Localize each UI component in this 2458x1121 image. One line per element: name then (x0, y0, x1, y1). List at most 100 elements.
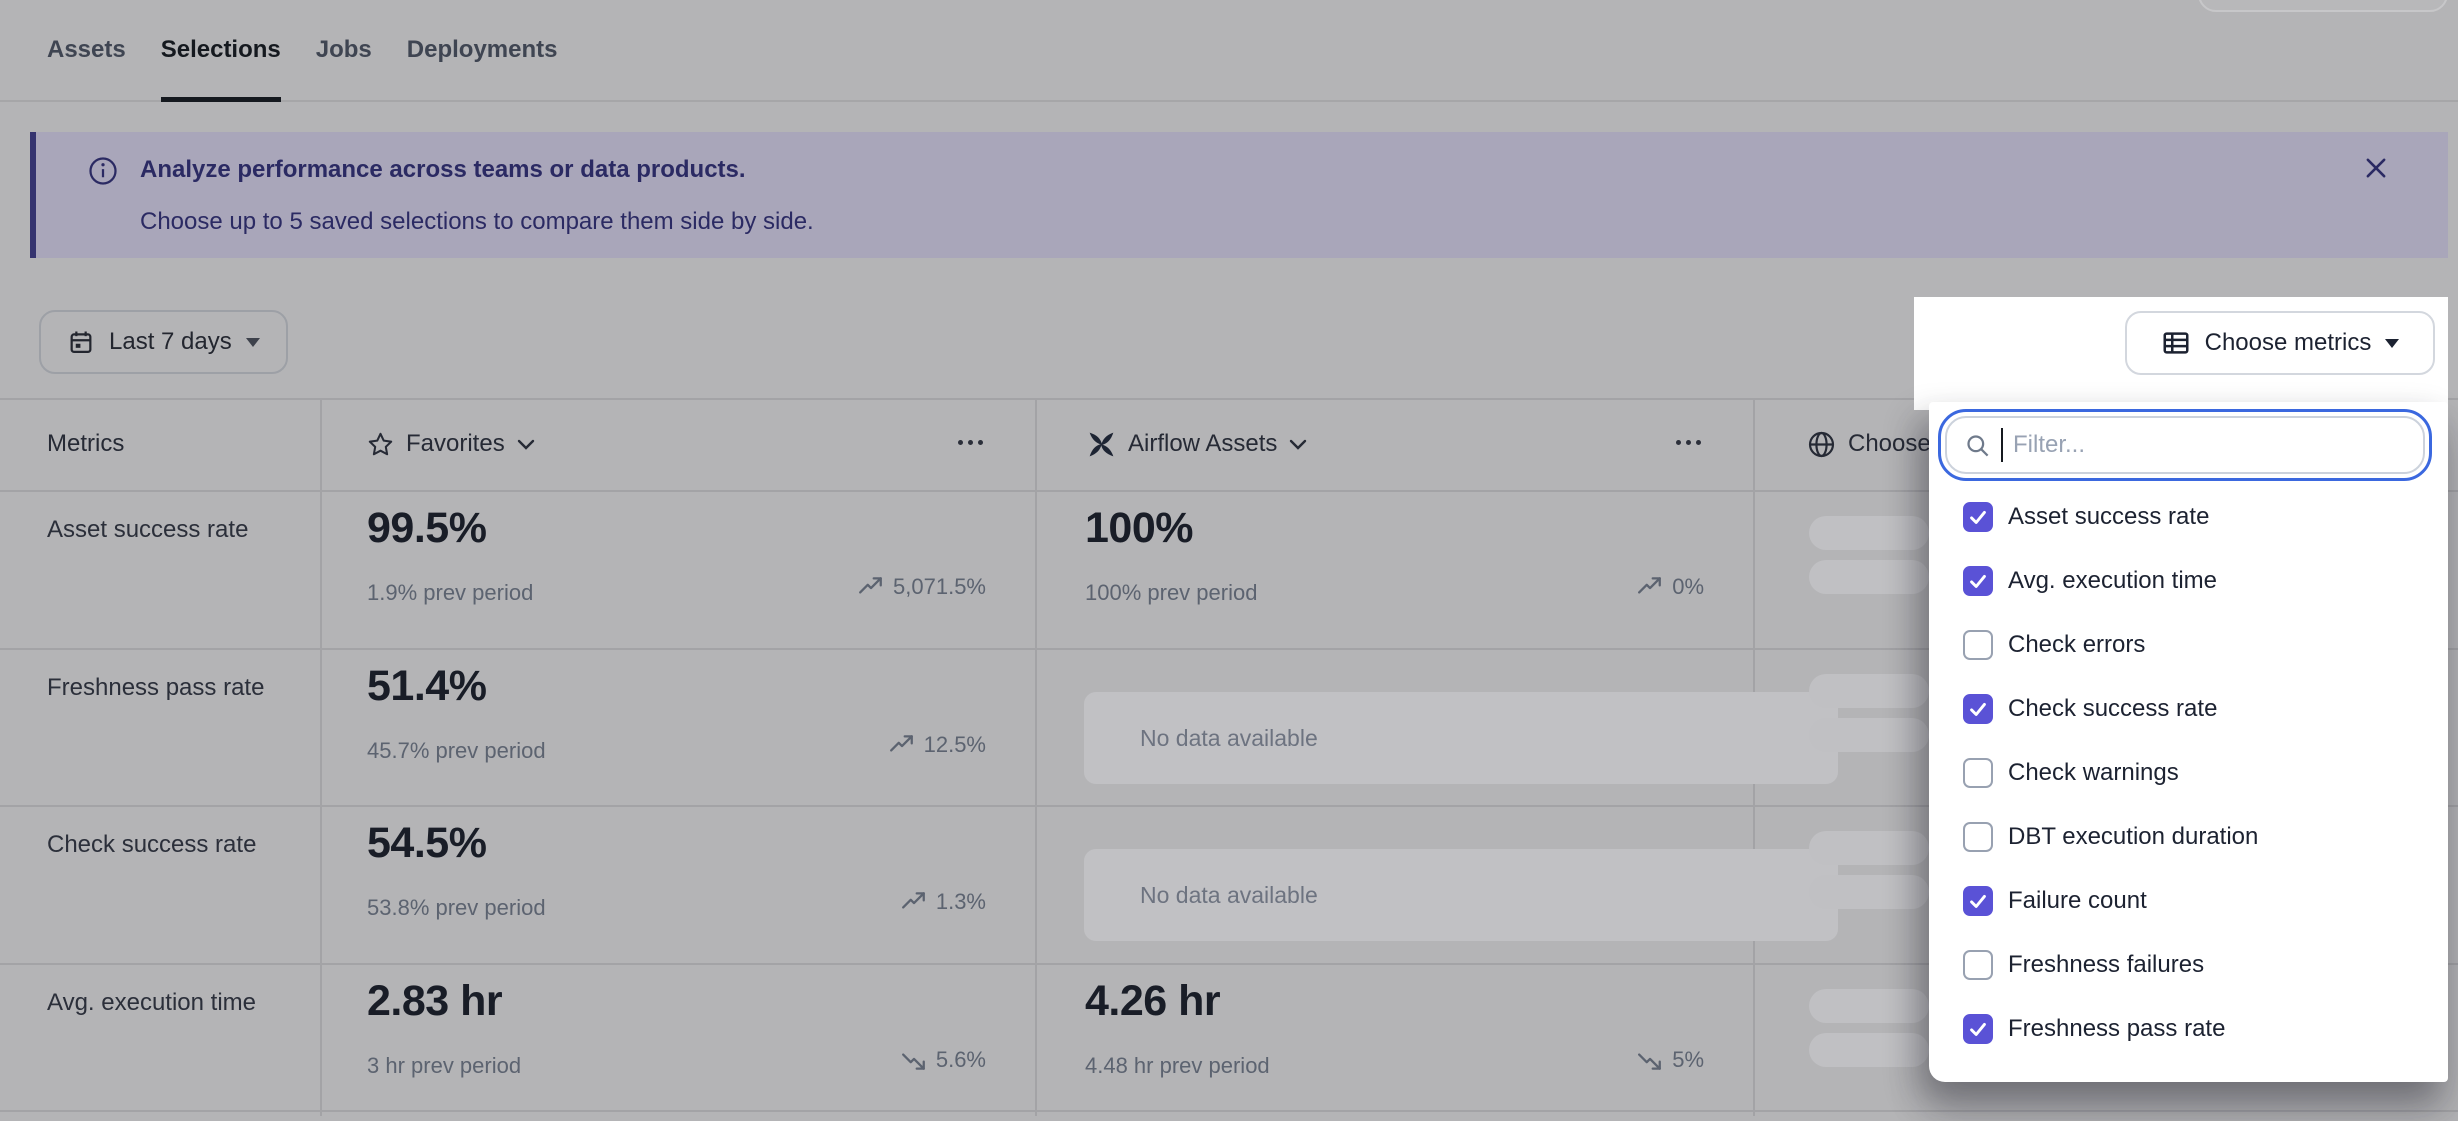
star-icon (367, 431, 394, 458)
metric-name: Asset success rate (47, 516, 249, 543)
option-freshness-failures[interactable]: Freshness failures (1929, 933, 2448, 997)
caret-down-icon (245, 337, 260, 347)
trend-up-icon (889, 735, 913, 752)
checkbox[interactable] (1963, 630, 1993, 660)
metric-value: 2.83 hr (367, 977, 503, 1025)
column-header-choose[interactable]: Choose (1807, 424, 1931, 464)
table-columns-icon (2161, 328, 2191, 358)
banner-body: Choose up to 5 saved selections to compa… (140, 208, 814, 235)
filter-input[interactable]: Filter... (1945, 416, 2425, 474)
trend-up-icon (901, 892, 925, 909)
calendar-icon (67, 328, 95, 356)
option-freshness-pass-rate[interactable]: Freshness pass rate (1929, 997, 2448, 1061)
metric-name: Check success rate (47, 831, 257, 858)
trend-indicator: 0% (1637, 574, 1704, 600)
prev-period-value: 45.7% prev period (367, 738, 546, 763)
loading-skeleton (1809, 718, 1929, 752)
loading-skeleton (1809, 560, 1929, 594)
option-check-errors[interactable]: Check errors (1929, 613, 2448, 677)
trend-down-icon (1638, 1053, 1662, 1070)
grid-line (1035, 398, 1037, 1116)
option-asset-success-rate[interactable]: Asset success rate (1929, 485, 2448, 549)
checkbox[interactable] (1963, 950, 1993, 980)
option-failure-count[interactable]: Failure count (1929, 869, 2448, 933)
option-avg-execution-time[interactable]: Avg. execution time (1929, 549, 2448, 613)
tab-jobs[interactable]: Jobs (315, 36, 372, 63)
airflow-menu-icon[interactable] (1676, 440, 1701, 445)
chevron-down-icon (1290, 439, 1307, 450)
date-range-button[interactable]: Last 7 days (39, 310, 288, 374)
date-range-label: Last 7 days (109, 328, 232, 355)
choose-metrics-button[interactable]: Choose metrics (2125, 311, 2435, 375)
prev-period-value: 100% prev period (1085, 580, 1258, 605)
metric-value: 99.5% (367, 504, 487, 552)
metrics-column-header: Metrics (47, 430, 125, 457)
prev-period-value: 1.9% prev period (367, 580, 534, 605)
prev-period-value: 4.48 hr prev period (1085, 1053, 1270, 1078)
metric-value: 51.4% (367, 662, 487, 710)
metric-name: Avg. execution time (47, 989, 257, 1016)
prev-period-value: 53.8% prev period (367, 895, 546, 920)
grid-line (0, 648, 2458, 650)
checkbox[interactable] (1963, 694, 1993, 724)
check-icon (1970, 1022, 1986, 1036)
check-icon (1970, 574, 1986, 588)
checkbox[interactable] (1963, 758, 1993, 788)
checkbox[interactable] (1963, 566, 1993, 596)
metric-value: 54.5% (367, 819, 487, 867)
check-icon (1970, 510, 1986, 524)
trend-indicator: 1.3% (901, 889, 986, 915)
caret-down-icon (2385, 338, 2400, 348)
option-check-warnings[interactable]: Check warnings (1929, 741, 2448, 805)
option-check-success-rate[interactable]: Check success rate (1929, 677, 2448, 741)
trend-indicator: 5,071.5% (858, 574, 986, 600)
trend-up-icon (859, 577, 882, 594)
trend-indicator: 12.5% (889, 732, 986, 758)
grid-line (320, 398, 322, 1116)
tab-deployments[interactable]: Deployments (406, 36, 558, 63)
grid-line (0, 1110, 2458, 1112)
column-header-favorites[interactable]: Favorites (367, 424, 535, 464)
loading-skeleton (1809, 989, 1929, 1023)
top-nav: Assets Selections Jobs Deployments (0, 0, 2458, 102)
table-row: Freshness pass rate 51.4% 45.7% prev per… (0, 648, 2458, 806)
checkbox[interactable] (1963, 822, 1993, 852)
tab-selections[interactable]: Selections (160, 0, 281, 102)
loading-skeleton (1809, 831, 1929, 865)
airflow-pinwheel-icon (1087, 430, 1116, 459)
table-row: Avg. execution time 2.83 hr 3 hr prev pe… (0, 963, 2458, 1121)
no-data-pill: No data available (1084, 849, 1838, 941)
loading-skeleton (1809, 875, 1929, 909)
text-cursor (2001, 428, 2003, 462)
globe-icon (1807, 430, 1836, 459)
trend-up-icon (1638, 577, 1662, 594)
option-dbt-execution-duration[interactable]: DBT execution duration (1929, 805, 2448, 869)
loading-skeleton (1809, 1033, 1929, 1067)
metric-value: 4.26 hr (1085, 977, 1221, 1025)
banner-title: Analyze performance across teams or data… (140, 156, 746, 183)
trend-down-icon (901, 1053, 925, 1070)
column-header-airflow-assets[interactable]: Airflow Assets (1087, 424, 1307, 464)
tab-assets[interactable]: Assets (47, 36, 126, 63)
metric-value: 100% (1085, 504, 1193, 552)
check-icon (1970, 894, 1986, 908)
chevron-down-icon (517, 439, 534, 450)
table-row: Check success rate 54.5% 53.8% prev peri… (0, 805, 2458, 963)
info-banner: Analyze performance across teams or data… (30, 132, 2448, 258)
checkbox[interactable] (1963, 502, 1993, 532)
grid-line (0, 805, 2458, 807)
grid-line (0, 490, 2458, 492)
checkbox[interactable] (1963, 886, 1993, 916)
favorites-menu-icon[interactable] (958, 440, 983, 445)
filter-focus-ring: Filter... (1938, 409, 2432, 481)
metric-name: Freshness pass rate (47, 674, 265, 701)
search-icon (1964, 432, 1991, 459)
trend-indicator: 5% (1637, 1047, 1704, 1073)
table-row: Asset success rate 99.5% 1.9% prev perio… (0, 490, 2458, 648)
close-icon[interactable] (2362, 154, 2392, 184)
check-icon (1970, 702, 1986, 716)
grid-line (0, 963, 2458, 965)
trend-indicator: 5.6% (901, 1047, 986, 1073)
loading-skeleton (1809, 516, 1929, 550)
checkbox[interactable] (1963, 1014, 1993, 1044)
